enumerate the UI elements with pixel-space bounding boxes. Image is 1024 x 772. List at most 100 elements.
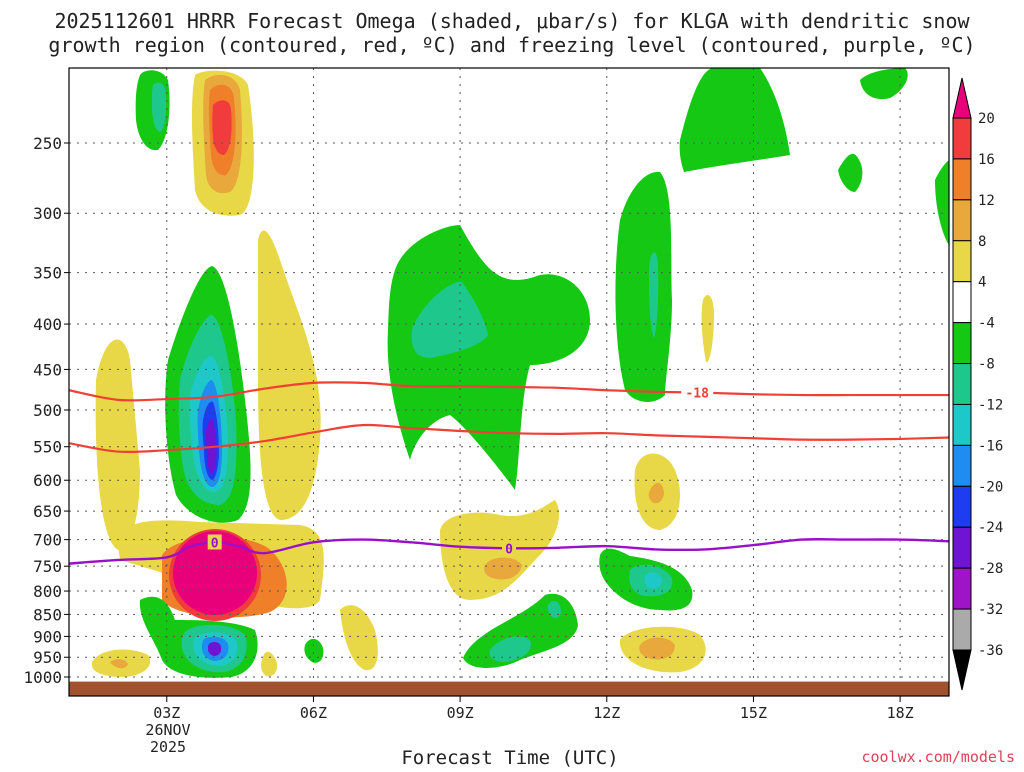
colorbar: 20 16 12 8 4 -4 -8 -12 -16 -20 -24 -28 -32 -36 [952, 77, 1003, 691]
colorbar-bin->20 [952, 77, 972, 119]
colorbar-label-4: 4 [978, 275, 986, 291]
colorbar-label-16: 16 [978, 152, 995, 168]
y-tick-label-1000: 1000 [23, 668, 62, 687]
colorbar-bin--8 to -4 [952, 322, 972, 365]
y-tick-label-350: 350 [33, 264, 62, 283]
colorbar-bin-8 to 12 [952, 199, 972, 242]
omega-blob-orange-right-bottom [639, 637, 675, 660]
x-tick-label-03Z: 03Z [153, 704, 180, 722]
omega-blob-yellow-small-bottom [261, 651, 278, 677]
omega-blob-yellow-mid-column [258, 230, 321, 520]
plot-border [68, 67, 950, 697]
y-tick-label-400: 400 [33, 315, 62, 334]
y-tick-label-550: 550 [33, 438, 62, 457]
colorbar-bin--20 to -16 [952, 444, 972, 487]
freezing-label-bg-0 [502, 540, 516, 556]
omega-blob-green-edge-right [935, 160, 949, 245]
freezing-level-contour [69, 538, 949, 565]
x-tick-label-15Z: 15Z [740, 704, 767, 722]
omega-blob-green-small-top-right [838, 153, 863, 192]
omega-shading [91, 68, 949, 678]
chart-title-line-2: growth region (contoured, red, ºC) and f… [48, 33, 975, 57]
y-tick-label-450: 450 [33, 360, 62, 379]
y-tick-label-500: 500 [33, 401, 62, 420]
colorbar-label--20: -20 [978, 479, 1003, 495]
dendritic-contour-1 [69, 423, 949, 454]
colorbar-bin--32 to -28 [952, 567, 972, 610]
omega-blob-orange-right-mid [648, 482, 664, 504]
colorbar-label--12: -12 [978, 397, 1003, 413]
omega-blob-orange-bottom-left [110, 659, 128, 669]
omega-blob-green-upper-right [679, 68, 790, 172]
omega-blob-magenta-core [173, 531, 257, 615]
omega-blob-green-top-right [860, 68, 908, 100]
colorbar-label--24: -24 [978, 520, 1003, 536]
omega-blob-green-right-column [615, 171, 672, 402]
y-tick-label-850: 850 [33, 605, 62, 624]
y-tick-label-600: 600 [33, 471, 62, 490]
colorbar-bin--28 to -24 [952, 526, 972, 569]
colorbar-label-12: 12 [978, 193, 995, 209]
x-axis-title: Forecast Time (UTC) [401, 747, 618, 768]
y-tick-label-300: 300 [33, 204, 62, 223]
contour-layer: -18 0 0 [69, 381, 949, 565]
colorbar-label--36: -36 [978, 643, 1003, 659]
y-tick-label-900: 900 [33, 627, 62, 646]
x-tick-label-09Z: 09Z [447, 704, 474, 722]
colorbar-label--16: -16 [978, 438, 1003, 454]
date-label-line-2: 2025 [150, 738, 186, 756]
omega-blob-yellow-left-column [95, 339, 140, 550]
colorbar-label-8: 8 [978, 234, 986, 250]
colorbar-bin--4 to 4 [952, 281, 972, 324]
omega-blob-teal-right-column [649, 252, 659, 338]
x-tick-label-12Z: 12Z [593, 704, 620, 722]
y-tick-label-650: 650 [33, 502, 62, 521]
omega-blob-green-upper-mid [387, 225, 590, 490]
omega-blob-purple-bottom-left [208, 642, 222, 656]
omega-blob-teal-small-center [547, 600, 561, 618]
omega-blob-teal-upper-mid [411, 281, 488, 358]
colorbar-bin--24 to -20 [952, 485, 972, 528]
freezing-label-bg-1 [207, 534, 222, 550]
omega-blob-yellow-center [440, 500, 560, 600]
dendritic-contour-label-0: -18 [685, 387, 709, 402]
omega-blob-orange-center [484, 557, 522, 580]
dendritic-label-bg-0 [681, 384, 714, 401]
colorbar-bin-4 to 8 [952, 240, 972, 283]
colorbar-label--4: -4 [978, 316, 995, 332]
colorbar-label--8: -8 [978, 357, 995, 373]
colorbar-bin--16 to -12 [952, 403, 972, 446]
dendritic-contour-0 [69, 381, 949, 402]
colorbar-bin-16 to 20 [952, 117, 972, 160]
omega-blob-teal-bottom-center [489, 636, 531, 662]
y-tick-label-950: 950 [33, 648, 62, 667]
omega-blob-red-upper-top [212, 100, 232, 155]
gridlines [69, 68, 949, 696]
colorbar-bin--12 to -8 [952, 363, 972, 405]
y-tick-label-250: 250 [33, 134, 62, 153]
y-tick-label-700: 700 [33, 531, 62, 550]
colorbar-bin-12 to 16 [952, 158, 972, 201]
date-label-line-1: 26NOV [145, 721, 190, 739]
chart-title-line-1: 2025112601 HRRR Forecast Omega (shaded, … [54, 9, 970, 33]
x-tick-label-06Z: 06Z [300, 704, 327, 722]
ground-surface [69, 681, 949, 696]
colorbar-label-20: 20 [978, 111, 995, 127]
colorbar-bin-<-36 [952, 649, 972, 691]
x-axis: 03Z 06Z 09Z 12Z 15Z 18Z [153, 696, 914, 722]
freezing-level-label-0: 0 [505, 542, 513, 557]
colorbar-bin--36 to -32 [952, 608, 972, 651]
colorbar-label--32: -32 [978, 602, 1003, 618]
colorbar-label--28: -28 [978, 561, 1003, 577]
y-tick-label-750: 750 [33, 557, 62, 576]
omega-blob-teal-upper-left [152, 82, 167, 132]
freezing-level-label-1: 0 [211, 537, 219, 552]
y-axis: 250 300 350 400 450 500 550 600 650 700 750 800 850 9… [23, 134, 69, 687]
watermark: coolwx.com/models [861, 748, 1015, 766]
x-tick-label-18Z: 18Z [887, 704, 914, 722]
omega-blob-cyan-right-bottom [644, 572, 662, 589]
omega-blob-yellow-small-mid [340, 605, 378, 671]
omega-blob-yellow-small-right [701, 295, 714, 363]
